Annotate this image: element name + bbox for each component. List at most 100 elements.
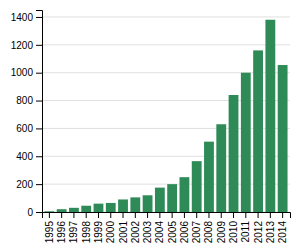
tick-label: 2003: [142, 221, 153, 244]
tick: 1400: [11, 12, 42, 23]
tick: 2004: [154, 212, 165, 243]
bar: [253, 50, 263, 212]
tick: 1999: [93, 212, 104, 243]
x-axis: 1995199619971998199920002001200220032004…: [43, 212, 291, 243]
bar: [229, 95, 239, 212]
bar: [106, 203, 116, 212]
grid-line: [42, 128, 290, 129]
tick-mark: [245, 212, 246, 218]
tick-label: 2008: [203, 221, 214, 244]
tick: 2010: [228, 212, 239, 243]
grid-line: [42, 16, 290, 17]
bar: [167, 184, 177, 212]
tick-mark: [221, 212, 222, 218]
bar: [278, 65, 288, 212]
tick-label: 1998: [81, 221, 92, 244]
bar: [216, 124, 226, 212]
tick-mark: [172, 212, 173, 218]
tick-label: 1995: [44, 221, 55, 244]
tick-label: 2004: [154, 221, 165, 244]
tick: 1997: [68, 212, 79, 243]
tick: 2007: [191, 212, 202, 243]
tick-mark: [36, 45, 42, 46]
tick-mark: [135, 212, 136, 218]
axis-line: [36, 11, 43, 213]
tick: 2009: [216, 212, 227, 243]
tick: 800: [16, 95, 42, 106]
tick-mark: [282, 212, 283, 218]
grid: [42, 17, 290, 212]
bar: [155, 188, 165, 212]
plot: 1995199619971998199920002001200220032004…: [11, 11, 291, 244]
tick-mark: [36, 73, 42, 74]
tick-label: 2014: [277, 221, 288, 244]
bar: [204, 142, 214, 212]
tick-mark: [159, 212, 160, 218]
bar: [192, 161, 202, 212]
tick-label: 1999: [93, 221, 104, 244]
tick-mark: [73, 212, 74, 218]
tick-label: 2001: [118, 221, 129, 244]
tick: 2008: [203, 212, 214, 243]
tick-label: 1400: [11, 12, 34, 23]
tick-mark: [208, 212, 209, 218]
tick: 1996: [56, 212, 67, 243]
tick-label: 400: [16, 151, 33, 162]
grid-line: [42, 184, 290, 185]
tick: 2012: [253, 212, 264, 243]
tick-mark: [233, 212, 234, 218]
tick-mark: [86, 212, 87, 218]
bars: [44, 20, 287, 212]
tick-label: 1996: [56, 221, 67, 244]
tick-mark: [36, 184, 42, 185]
tick-mark: [123, 212, 124, 218]
tick-label: 1000: [11, 67, 34, 78]
bar: [81, 206, 91, 212]
tick-label: 2006: [179, 221, 190, 244]
tick: 600: [16, 123, 42, 134]
tick-mark: [184, 212, 185, 218]
tick-mark: [36, 101, 42, 102]
tick: 200: [16, 179, 42, 190]
chart: 1995199619971998199920002001200220032004…: [0, 0, 300, 250]
tick-mark: [49, 212, 50, 218]
tick-mark: [270, 212, 271, 218]
tick-mark: [36, 212, 42, 213]
tick: 2003: [142, 212, 153, 243]
tick-label: 1200: [11, 40, 34, 51]
tick-label: 600: [16, 123, 33, 134]
tick-mark: [98, 212, 99, 218]
tick-label: 0: [27, 207, 33, 218]
tick: 1200: [11, 40, 42, 51]
tick-label: 2000: [105, 221, 116, 244]
tick-label: 2009: [216, 221, 227, 244]
tick-label: 2002: [130, 221, 141, 244]
tick: 2001: [118, 212, 129, 243]
tick: 0: [27, 207, 42, 218]
grid-line: [42, 44, 290, 45]
tick-label: 2005: [167, 221, 178, 244]
bar: [143, 195, 153, 212]
axis-line: [43, 213, 291, 219]
tick-mark: [36, 156, 42, 157]
grid-line: [42, 72, 290, 73]
tick: 1000: [11, 67, 42, 78]
tick-label: 200: [16, 179, 33, 190]
bar: [94, 204, 104, 212]
bar: [180, 177, 190, 212]
tick: 2011: [240, 212, 251, 243]
tick-mark: [61, 212, 62, 218]
tick-mark: [196, 212, 197, 218]
bar: [130, 197, 140, 212]
tick: 2013: [265, 212, 276, 243]
tick-label: 800: [16, 95, 33, 106]
tick-mark: [258, 212, 259, 218]
bar: [69, 208, 79, 212]
tick-label: 1997: [68, 221, 79, 244]
tick: 2005: [167, 212, 178, 243]
grid-line: [42, 100, 290, 101]
tick-label: 2012: [253, 221, 264, 244]
tick-label: 2013: [265, 221, 276, 244]
bar: [44, 211, 54, 212]
tick: 1995: [44, 212, 55, 243]
